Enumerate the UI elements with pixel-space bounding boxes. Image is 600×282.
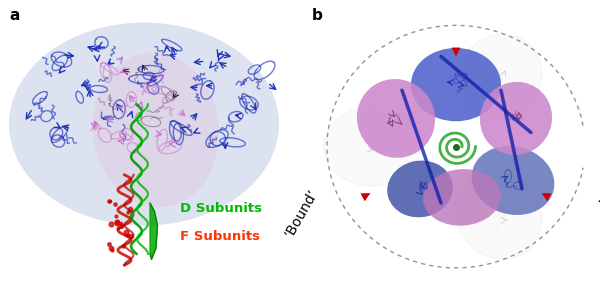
Ellipse shape	[324, 107, 420, 186]
Ellipse shape	[480, 82, 552, 155]
Ellipse shape	[454, 171, 542, 259]
Ellipse shape	[454, 34, 542, 122]
Ellipse shape	[93, 52, 219, 207]
Ellipse shape	[432, 124, 480, 169]
Text: a: a	[9, 8, 19, 23]
Ellipse shape	[423, 169, 501, 226]
Polygon shape	[150, 203, 157, 259]
Text: ‘Tight’: ‘Tight’	[591, 190, 600, 235]
Ellipse shape	[357, 79, 435, 158]
Text: F Subunits: F Subunits	[180, 230, 260, 243]
Ellipse shape	[472, 146, 554, 215]
Ellipse shape	[411, 48, 501, 121]
Ellipse shape	[387, 160, 453, 217]
Text: ‘Bound’: ‘Bound’	[282, 186, 321, 239]
Ellipse shape	[9, 23, 279, 226]
Text: b: b	[312, 8, 323, 23]
Text: D Subunits: D Subunits	[180, 202, 262, 215]
